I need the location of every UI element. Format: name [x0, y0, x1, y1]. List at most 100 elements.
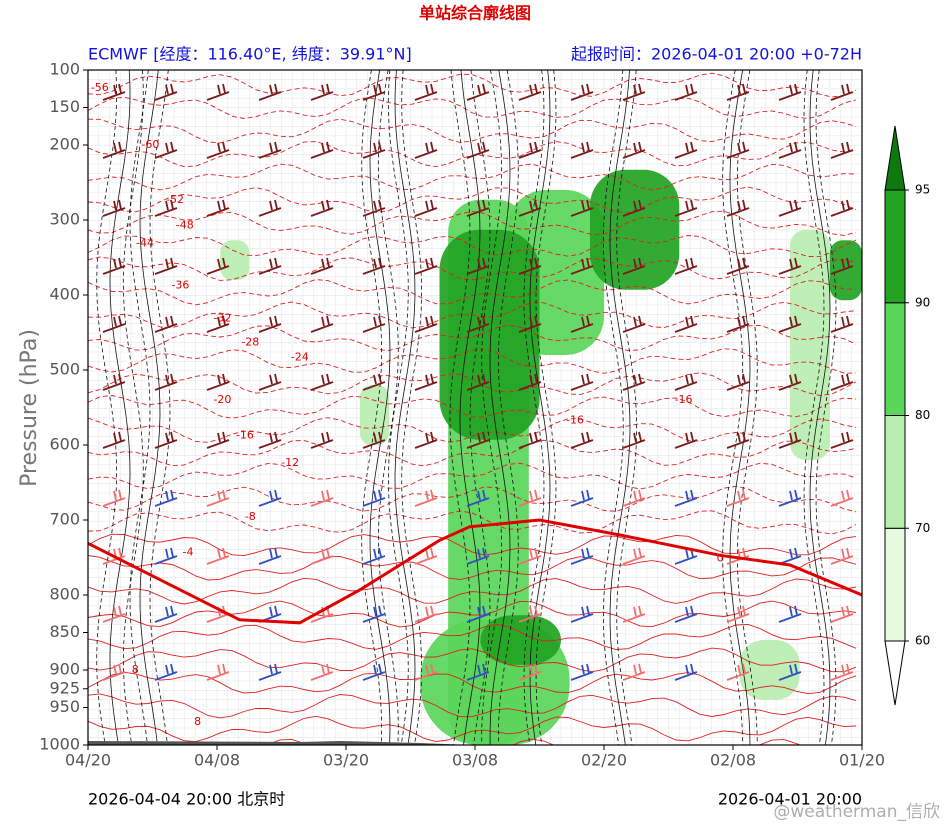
wind-barb — [258, 83, 282, 101]
isotherm-line — [88, 693, 857, 719]
wind-barb — [414, 373, 438, 391]
wind-barb — [258, 315, 282, 333]
wind-barb — [206, 257, 230, 275]
contour-line — [149, 70, 171, 745]
wind-barb — [570, 489, 594, 507]
wind-barb — [674, 605, 698, 623]
wind-barb — [154, 489, 178, 507]
y-tick-label: 900 — [49, 660, 80, 679]
wind-barb — [830, 257, 854, 275]
isotherm-line — [88, 485, 857, 513]
y-tick-label: 925 — [49, 678, 80, 697]
isotherm-label: -44 — [136, 236, 154, 249]
wind-barb — [362, 605, 386, 623]
wind-barb — [362, 489, 386, 507]
wind-barb — [466, 83, 490, 101]
contour-line — [109, 70, 131, 745]
wind-barb — [258, 373, 282, 391]
isotherm-line — [88, 301, 857, 329]
wind-barb — [622, 141, 646, 159]
wind-barb — [622, 431, 646, 449]
wind-barb — [466, 663, 490, 681]
wind-barb — [674, 315, 698, 333]
contour-line — [616, 70, 638, 745]
wind-barb — [726, 141, 750, 159]
wind-barb — [154, 547, 178, 565]
contour-line — [122, 70, 144, 745]
wind-barb — [362, 431, 386, 449]
wind-barb — [674, 489, 698, 507]
wind-barb — [362, 315, 386, 333]
subtitle-right: 起报时间：2026-04-01 20:00 +0-72H — [571, 45, 862, 64]
wind-barb — [102, 489, 126, 507]
humidity-area — [739, 640, 800, 700]
wind-barb — [622, 663, 646, 681]
contour-line — [129, 70, 151, 745]
y-tick-label: 600 — [49, 435, 80, 454]
isotherm-line — [88, 96, 857, 119]
wind-barb — [778, 257, 802, 275]
wind-barb — [102, 257, 126, 275]
isotherm-line — [88, 279, 857, 306]
wind-barb — [258, 141, 282, 159]
isotherm-label: -16 — [566, 413, 584, 426]
wind-barb — [778, 373, 802, 391]
wind-barb — [674, 141, 698, 159]
wind-barb — [206, 315, 230, 333]
wind-barb — [518, 199, 542, 217]
wind-barb — [102, 315, 126, 333]
wind-barb — [414, 431, 438, 449]
wind-barb — [830, 547, 854, 565]
wind-barb — [622, 315, 646, 333]
y-tick-label: 100 — [49, 60, 80, 79]
contour-line — [815, 70, 837, 745]
isotherm-label: -4 — [182, 545, 193, 558]
wind-barb — [518, 315, 542, 333]
wind-barb — [570, 431, 594, 449]
isotherm-label: -36 — [171, 278, 189, 291]
wind-barb — [414, 141, 438, 159]
colorbar-low — [884, 640, 906, 706]
wind-barb — [206, 83, 230, 101]
wind-barb — [830, 605, 854, 623]
wind-barb — [778, 489, 802, 507]
wind-barb — [726, 257, 750, 275]
isotherm-line — [88, 235, 857, 258]
contour-line — [139, 70, 161, 745]
wind-barb — [102, 141, 126, 159]
wind-barb — [414, 663, 438, 681]
colorbar-label: 70 — [915, 521, 930, 535]
wind-barb — [258, 663, 282, 681]
isotherm-label: 8 — [194, 715, 201, 728]
wind-barb — [206, 199, 230, 217]
wind-barb — [154, 605, 178, 623]
wind-barb — [830, 431, 854, 449]
wind-barb — [518, 373, 542, 391]
wind-barb — [310, 547, 334, 565]
isotherm-line — [88, 671, 857, 695]
isotherm-line — [88, 163, 857, 191]
wind-barb — [570, 83, 594, 101]
wind-barb — [726, 489, 750, 507]
wind-barb — [830, 489, 854, 507]
wind-barb — [674, 663, 698, 681]
wind-barb — [518, 605, 542, 623]
contour-line — [497, 70, 519, 745]
isotherm-line — [88, 600, 857, 628]
wind-barb — [206, 373, 230, 391]
isotherm-line — [88, 577, 857, 605]
wind-barb — [726, 315, 750, 333]
wind-barb — [674, 431, 698, 449]
wind-barb — [466, 547, 490, 565]
wind-barb — [570, 315, 594, 333]
wind-barb — [466, 199, 490, 217]
wind-barb — [206, 547, 230, 565]
wind-barb — [570, 257, 594, 275]
wind-barb — [310, 315, 334, 333]
contour-line — [394, 70, 416, 745]
y-axis-label: Pressure (hPa) — [17, 329, 42, 487]
isotherm-line — [88, 462, 857, 490]
isotherm-line — [88, 417, 857, 443]
wind-barb — [466, 315, 490, 333]
wind-barb — [154, 83, 178, 101]
